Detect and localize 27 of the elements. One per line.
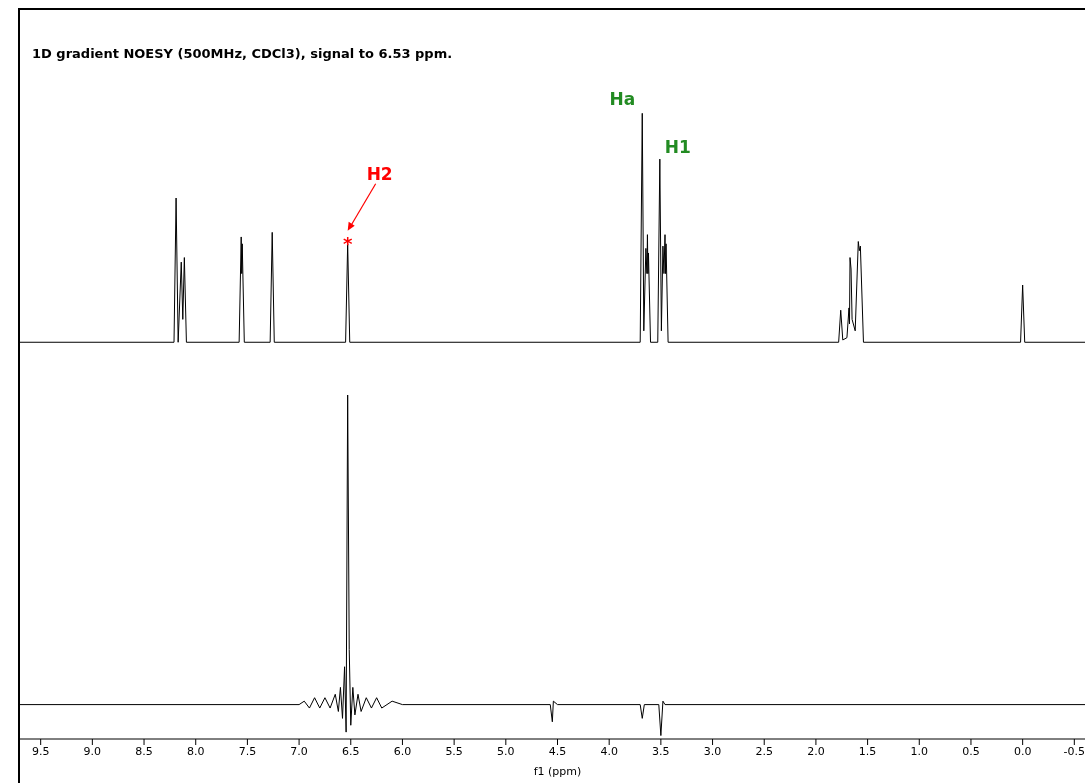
x-tick-label: 8.5 <box>135 744 153 758</box>
x-tick-label: 2.0 <box>807 744 825 758</box>
x-tick-label: 2.5 <box>755 744 773 758</box>
x-tick-label: 6.0 <box>393 744 412 758</box>
x-tick-label: 9.0 <box>83 744 102 758</box>
x-tick-label: 0.0 <box>1013 744 1032 758</box>
x-tick-label: 6.5 <box>342 744 360 758</box>
x-tick-label: 7.0 <box>290 744 308 758</box>
x-tick-label: 7.5 <box>238 744 257 758</box>
x-tick-label: 5.5 <box>445 744 463 758</box>
x-tick-label: 4.5 <box>548 744 567 758</box>
x-tick-label: 4.0 <box>600 744 618 758</box>
x-tick-label: 1.0 <box>910 744 929 758</box>
x-tick-label: 0.5 <box>962 744 980 758</box>
annotation: H1 <box>664 137 691 158</box>
x-tick-label: -0.5 <box>1063 744 1085 758</box>
annotation: * <box>342 232 353 254</box>
x-tick-label: 9.5 <box>31 744 50 758</box>
x-tick-label: 3.0 <box>703 744 722 758</box>
x-tick-label: 5.0 <box>497 744 515 758</box>
x-tick-label: 1.5 <box>858 744 877 758</box>
chart-title: 1D gradient NOESY (500MHz, CDCl3), signal to 6.53 ppm. <box>32 46 453 61</box>
x-tick-label: 8.0 <box>186 744 205 758</box>
annotation: H2 <box>366 163 393 184</box>
x-axis-title: f1 (ppm) <box>533 765 582 778</box>
annotation: Ha <box>609 89 636 110</box>
x-tick-label: 3.5 <box>652 744 670 758</box>
